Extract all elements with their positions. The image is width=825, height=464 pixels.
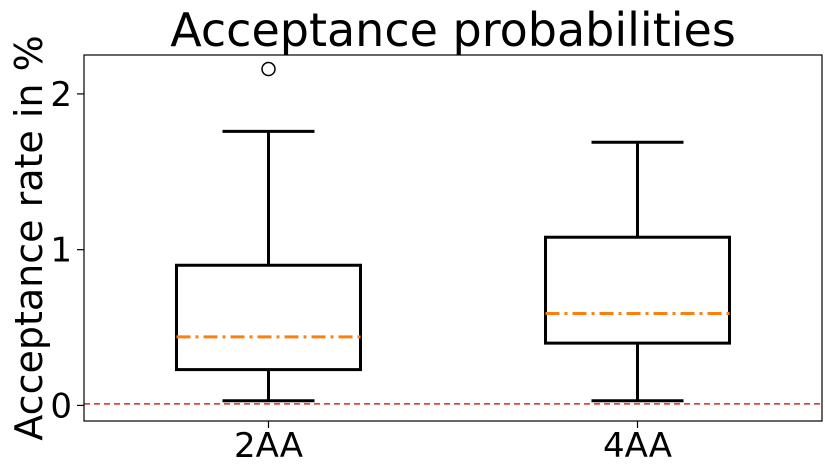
outlier-point: [261, 61, 276, 77]
plot-area: 2AA 4AA 0 1 2: [50, 54, 823, 464]
y-tick-label: 1: [50, 231, 72, 271]
box-iqr: [175, 263, 362, 372]
box-iqr: [544, 235, 731, 345]
x-tick-label: 2AA: [234, 426, 303, 464]
chart-title: Acceptance probabilities: [170, 3, 736, 57]
y-tick-label: 0: [50, 386, 72, 426]
plot-frame: [83, 54, 823, 422]
y-axis-label: Acceptance rate in %: [7, 35, 51, 440]
y-tick-label: 2: [50, 75, 72, 115]
x-tick-label: 4AA: [603, 426, 672, 464]
